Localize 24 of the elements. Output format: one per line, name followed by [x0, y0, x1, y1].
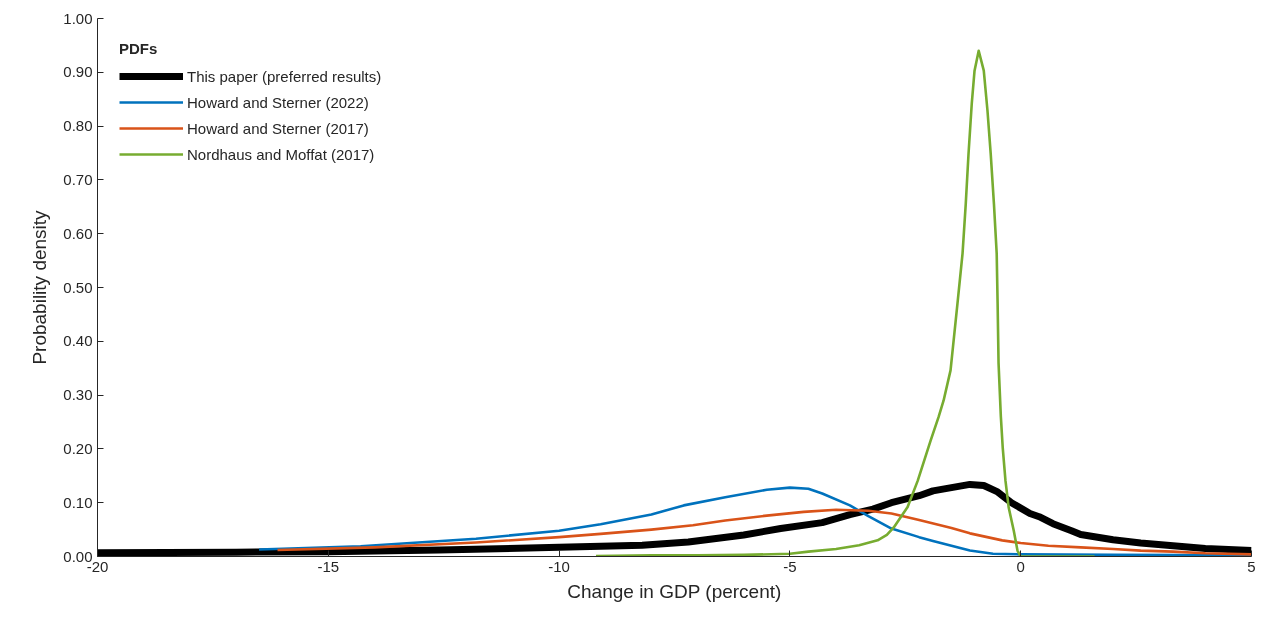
legend-label: Howard and Sterner (2022): [187, 92, 369, 113]
x-tick-label: -10: [548, 557, 570, 575]
y-tick-label: 1.00: [63, 9, 93, 27]
y-axis-title: Probability density: [29, 209, 51, 365]
x-tick-label: 5: [1247, 557, 1256, 575]
x-tick-label: -15: [317, 557, 340, 575]
legend-label: Nordhaus and Moffat (2017): [187, 144, 375, 165]
line-series: [276, 508, 1252, 556]
y-tick-label: 0.30: [63, 386, 93, 404]
line-series: [594, 49, 1096, 557]
legend-label: Howard and Sterner (2017): [187, 118, 369, 139]
x-axis-title: Change in GDP (percent): [567, 580, 782, 602]
y-tick-label: 0.60: [63, 224, 93, 242]
legend-title: PDFs: [119, 40, 159, 57]
y-tick-label: 0.20: [63, 439, 93, 457]
y-tick-label: 0.40: [63, 332, 93, 350]
legend-label: This paper (preferred results): [187, 66, 382, 87]
y-tick-label: 0.70: [63, 170, 93, 188]
y-tick-label: 0.90: [63, 63, 93, 81]
y-tick-label: 0.10: [63, 493, 93, 511]
x-tick-label: -5: [783, 557, 797, 575]
x-tick-label: 0: [1016, 557, 1025, 575]
y-tick-label: 0.50: [63, 278, 93, 296]
y-tick-label: 0.80: [63, 117, 93, 135]
